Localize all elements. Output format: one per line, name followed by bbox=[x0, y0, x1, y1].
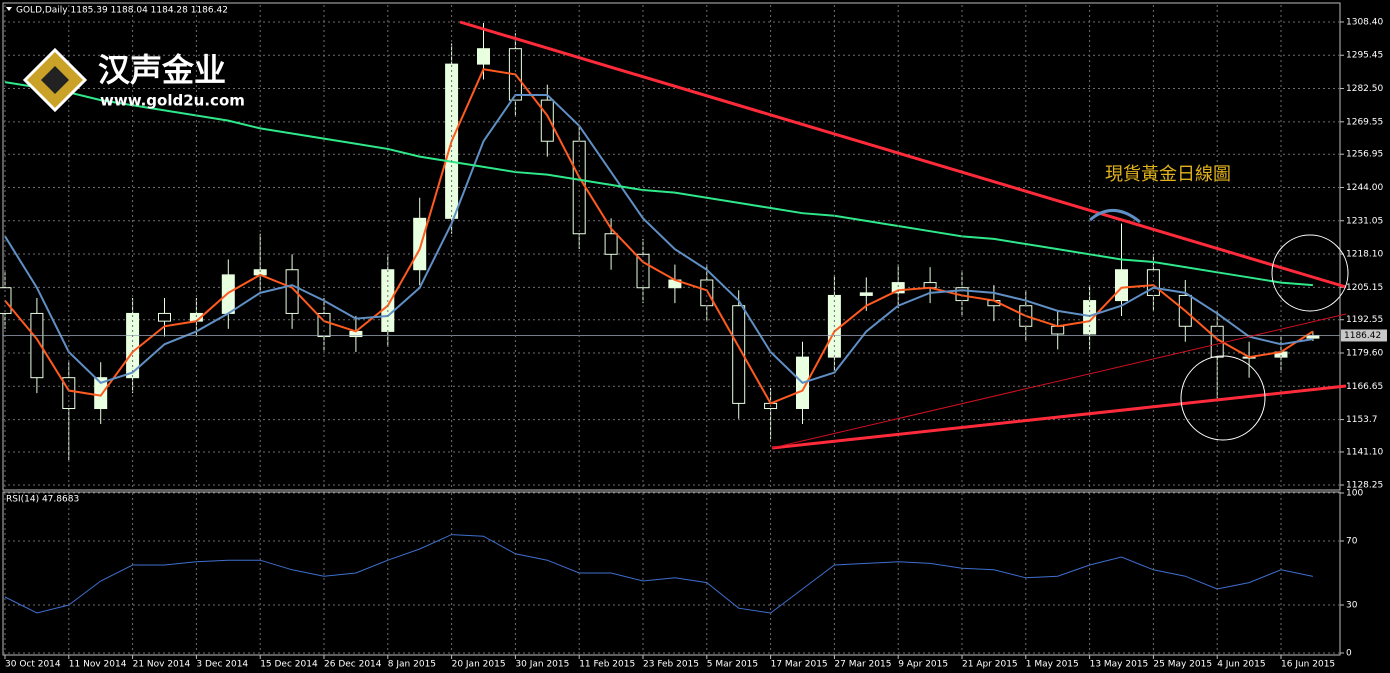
candle-body bbox=[94, 377, 108, 410]
x-tick-label: 1 May 2015 bbox=[1026, 660, 1079, 670]
x-tick-label: 16 Jun 2015 bbox=[1281, 660, 1335, 670]
logo: 汉声金业 www.gold2u.com bbox=[22, 47, 245, 113]
rsi-title: RSI(14) 47.8683 bbox=[6, 495, 79, 505]
x-tick-label: 27 Mar 2015 bbox=[834, 660, 891, 670]
y-tick-label: 0 bbox=[1346, 649, 1352, 659]
y-tick-label: 1128.25 bbox=[1346, 480, 1383, 490]
y-tick-label: 1205.15 bbox=[1346, 283, 1383, 293]
y-tick-label: 1179.60 bbox=[1346, 349, 1383, 359]
x-tick-label: 15 Dec 2014 bbox=[260, 660, 318, 670]
candle-body bbox=[732, 305, 746, 404]
y-tick-label: 70 bbox=[1346, 537, 1358, 547]
x-tick-label: 21 Nov 2014 bbox=[133, 660, 191, 670]
line bbox=[4, 81, 1313, 287]
current-price-box bbox=[1341, 329, 1387, 342]
candle-body bbox=[158, 312, 171, 322]
rsi-frame bbox=[2, 491, 1341, 656]
x-tick-label: 4 Jun 2015 bbox=[1217, 660, 1265, 670]
x-tick-label: 25 May 2015 bbox=[1153, 660, 1212, 670]
line bbox=[4, 534, 1314, 614]
x-tick-label: 3 Dec 2014 bbox=[196, 660, 248, 670]
chart-title: GOLD,Daily 1185.39 1188.04 1184.28 1186.… bbox=[16, 6, 228, 16]
y-tick-label: 1295.45 bbox=[1346, 51, 1383, 61]
arc-mark bbox=[1089, 209, 1141, 224]
candle-body bbox=[413, 217, 427, 271]
candle-body bbox=[540, 99, 554, 142]
y-tick-label: 1269.55 bbox=[1346, 117, 1383, 127]
y-tick-label: 1153.7 bbox=[1346, 415, 1378, 425]
x-tick-label: 11 Feb 2015 bbox=[579, 660, 635, 670]
x-tick-label: 21 Apr 2015 bbox=[962, 660, 1018, 670]
y-tick-label: 1192.55 bbox=[1346, 315, 1383, 325]
x-tick-label: 26 Dec 2014 bbox=[324, 660, 382, 670]
candle-body bbox=[1306, 334, 1320, 339]
y-tick-label: 1218.10 bbox=[1346, 250, 1383, 260]
y-tick-label: 1256.95 bbox=[1346, 150, 1383, 160]
x-tick-label: 23 Feb 2015 bbox=[643, 660, 699, 670]
trendline bbox=[459, 20, 1347, 289]
x-tick-label: 17 Mar 2015 bbox=[771, 660, 828, 670]
annotation: 現貨黃金日線圖 bbox=[1105, 164, 1231, 185]
y-tick-label: 100 bbox=[1346, 489, 1363, 499]
y-tick-label: 1308.40 bbox=[1346, 17, 1383, 27]
candle-body bbox=[604, 233, 618, 255]
candle-body bbox=[30, 312, 44, 379]
logo-name: 汉声金业 bbox=[98, 51, 226, 89]
x-tick-label: 30 Jan 2015 bbox=[515, 660, 569, 670]
y-tick-label: 1244.00 bbox=[1346, 183, 1383, 193]
logo-url: www.gold2u.com bbox=[100, 92, 245, 110]
menu-icon bbox=[6, 7, 12, 11]
x-tick-label: 20 Jan 2015 bbox=[452, 660, 506, 670]
line bbox=[4, 68, 1314, 405]
logo-icon bbox=[41, 66, 69, 94]
x-tick-label: 8 Jan 2015 bbox=[388, 660, 436, 670]
x-tick-label: 9 Apr 2015 bbox=[898, 660, 948, 670]
candle-body bbox=[1115, 269, 1128, 302]
x-tick-label: 13 May 2015 bbox=[1090, 660, 1149, 670]
trendlines bbox=[459, 20, 1349, 450]
y-tick-label: 30 bbox=[1346, 601, 1358, 611]
line bbox=[4, 93, 1314, 384]
highlight-circle bbox=[1271, 234, 1349, 312]
y-tick-label: 1282.50 bbox=[1346, 84, 1383, 94]
candle-body bbox=[859, 292, 873, 296]
trendline bbox=[771, 384, 1347, 450]
candle-body bbox=[891, 282, 905, 294]
y-tick-label: 1141.10 bbox=[1346, 447, 1383, 457]
x-tick-label: 5 Mar 2015 bbox=[707, 660, 758, 670]
candle-body bbox=[1051, 325, 1065, 335]
highlight-circle bbox=[1180, 355, 1266, 441]
y-tick-label: 1231.05 bbox=[1346, 216, 1383, 226]
price-frame bbox=[2, 2, 1341, 491]
candle-body bbox=[477, 48, 490, 65]
y-tick-label: 1166.65 bbox=[1346, 382, 1383, 392]
x-tick-label: 11 Nov 2014 bbox=[69, 660, 127, 670]
candle-body bbox=[285, 269, 299, 314]
trendline bbox=[771, 313, 1347, 449]
current-price-label: 1186.42 bbox=[1344, 331, 1381, 341]
x-tick-label: 30 Oct 2014 bbox=[5, 660, 61, 670]
